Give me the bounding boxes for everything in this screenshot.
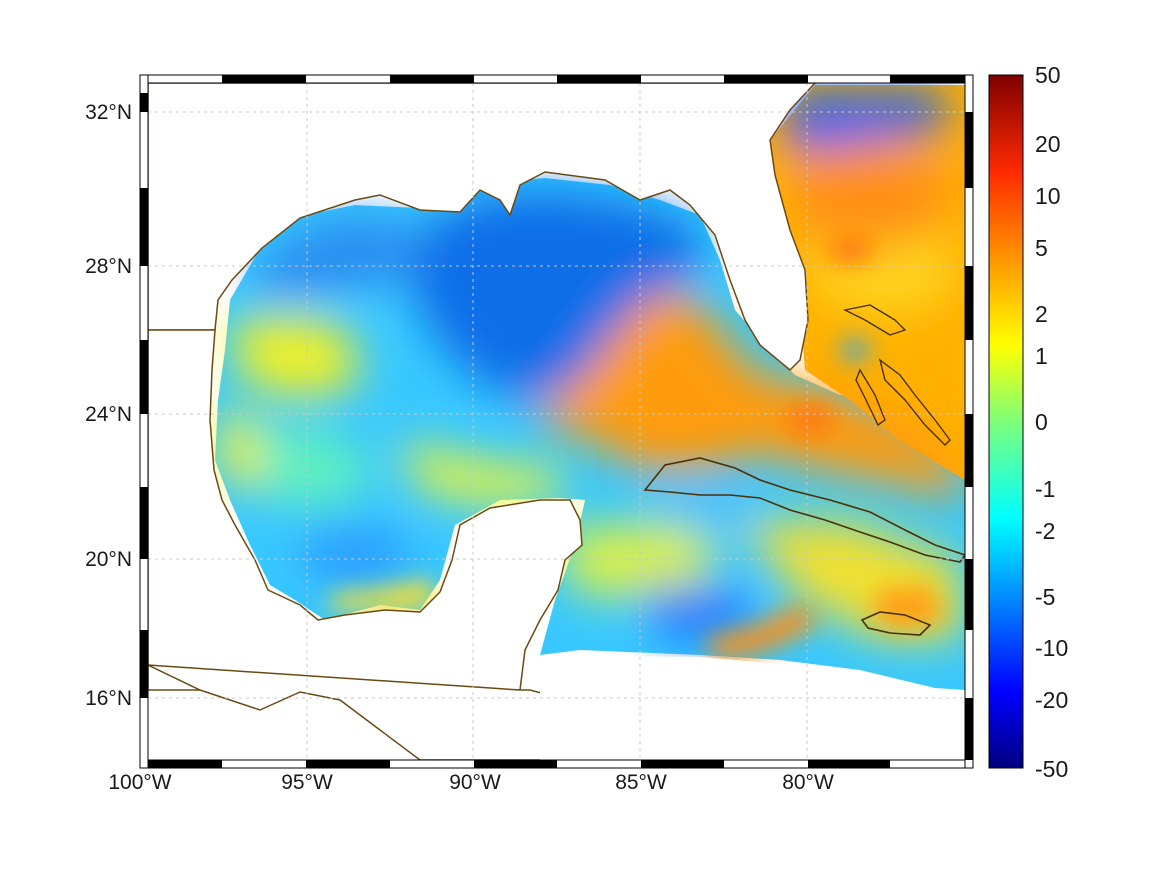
- lon-tick-label: 95°W: [281, 771, 333, 794]
- map-frame: [139, 74, 974, 769]
- lon-tick-label: 90°W: [449, 771, 501, 794]
- colorbar-label: 20: [1035, 131, 1061, 157]
- lon-tick-labels: 100°W 95°W 90°W 85°W 80°W: [108, 771, 834, 794]
- colorbar-label: 10: [1035, 183, 1061, 209]
- field-orange-ne: [790, 140, 950, 250]
- field-yellow-campeche: [330, 580, 440, 612]
- land-jamaica: [860, 611, 932, 636]
- field-yellow-west: [230, 315, 360, 400]
- land-mexico-west: [148, 329, 583, 691]
- field-loop-current: [535, 290, 960, 500]
- land: [148, 83, 965, 760]
- field-blue-carib: [640, 585, 760, 640]
- field-orange-south: [705, 605, 820, 660]
- field-orange-eddy-ne: [828, 238, 872, 262]
- lat-tick-label: 24°N: [85, 403, 132, 426]
- colorbar-label: 1: [1035, 343, 1048, 369]
- colorbar-label: -10: [1035, 635, 1068, 661]
- colorbar-label: -2: [1035, 518, 1055, 544]
- lat-tick-label: 28°N: [85, 255, 132, 278]
- lat-tick-label: 20°N: [85, 548, 132, 571]
- field-blue-ne-corner: [780, 90, 950, 150]
- colorbar-label: -5: [1035, 584, 1055, 610]
- field-orange-jamaica: [870, 585, 945, 630]
- land-usa-florida: [148, 83, 817, 372]
- lon-tick-label: 85°W: [615, 771, 667, 794]
- colorbar-label: 2: [1035, 301, 1048, 327]
- colorbar-label: 0: [1035, 409, 1048, 435]
- field-green-w: [255, 430, 380, 510]
- lon-tick-label: 100°W: [108, 771, 171, 794]
- grid: [148, 83, 965, 760]
- colorbar-label: -50: [1035, 756, 1068, 782]
- colorbar-gradient: [988, 74, 1024, 769]
- colorbar-label: -1: [1035, 476, 1055, 502]
- lat-tick-label: 32°N: [85, 101, 132, 124]
- colorbar: 50 20 10 5 2 1 0 -1 -2 -5 -10 -20 -50: [988, 62, 1068, 782]
- field-orange-eddy-cuba: [785, 404, 835, 436]
- lat-tick-label: 16°N: [85, 687, 132, 710]
- colorbar-label: -20: [1035, 687, 1068, 713]
- field-yellow-mid: [400, 440, 560, 505]
- land-bahamas-1: [842, 304, 907, 336]
- data-field: [215, 85, 965, 690]
- field-blue-sw: [300, 525, 420, 585]
- land-south-blank: [540, 655, 965, 760]
- field-blue-nw: [250, 215, 425, 300]
- field-lightblue-carib: [650, 495, 760, 530]
- colorbar-label: 50: [1035, 62, 1061, 88]
- land-bahamas-2: [878, 358, 951, 446]
- field-blue-eddy-bahamas: [841, 340, 869, 360]
- lat-tick-labels: 32°N 28°N 24°N 20°N 16°N: [85, 101, 132, 710]
- colorbar-labels: 50 20 10 5 2 1 0 -1 -2 -5 -10 -20 -50: [1035, 62, 1068, 782]
- colorbar-label: 5: [1035, 235, 1048, 261]
- lon-tick-label: 80°W: [782, 771, 834, 794]
- land-bahamas-3: [855, 368, 886, 427]
- field-blue-north: [405, 190, 705, 400]
